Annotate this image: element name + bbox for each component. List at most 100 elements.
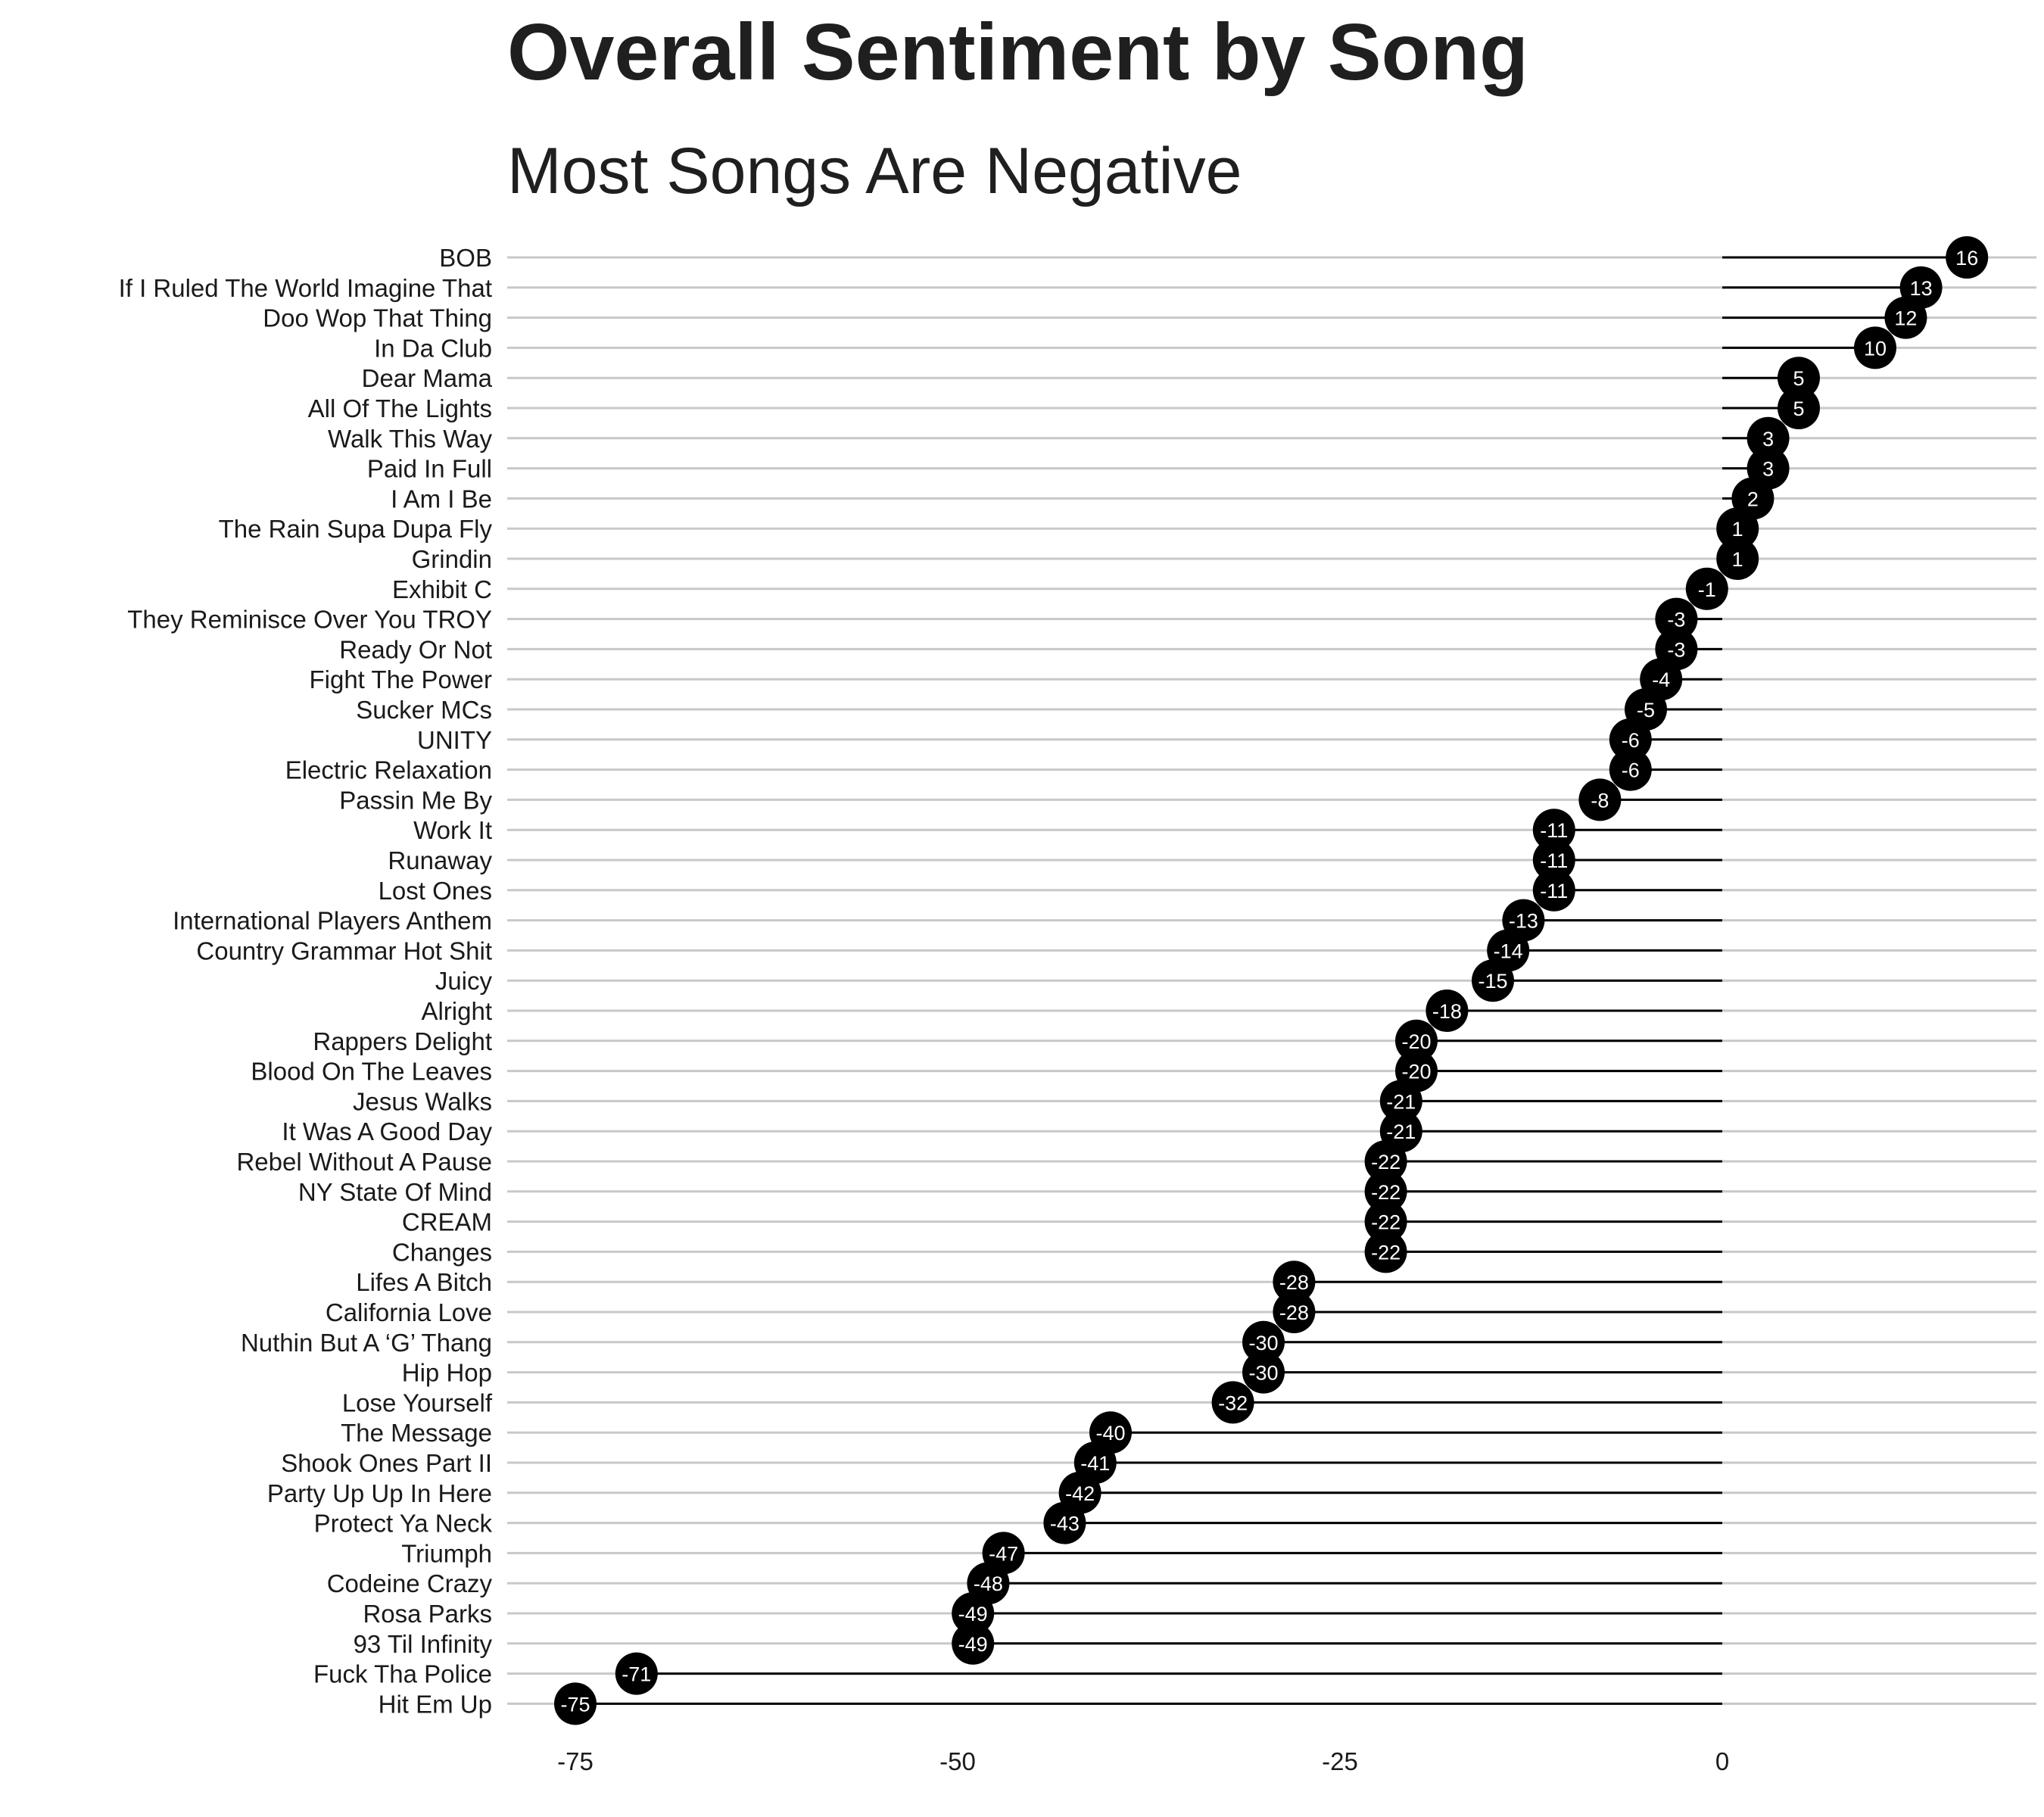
- data-label: -20: [1401, 1030, 1431, 1053]
- data-label: -8: [1591, 789, 1609, 812]
- y-axis-label: BOB: [439, 244, 492, 272]
- y-axis-label: Work It: [413, 816, 492, 844]
- data-label: -49: [958, 1633, 988, 1656]
- data-label: -28: [1279, 1301, 1309, 1324]
- y-axis-label: Electric Relaxation: [285, 756, 492, 784]
- y-axis-label: Rappers Delight: [313, 1027, 492, 1055]
- data-label: -3: [1667, 638, 1685, 661]
- data-label: -43: [1050, 1513, 1080, 1535]
- y-axis-label: Fuck Tha Police: [313, 1660, 492, 1688]
- y-axis-label: Codeine Crazy: [327, 1569, 493, 1597]
- y-axis-label: Doo Wop That Thing: [263, 304, 492, 332]
- data-point: [615, 1652, 658, 1695]
- chart-title: Overall Sentiment by Song: [507, 8, 1528, 97]
- data-label: -22: [1371, 1211, 1401, 1234]
- data-label: -4: [1652, 669, 1670, 691]
- y-axis-label: Alright: [421, 997, 492, 1025]
- data-point: [1778, 357, 1820, 400]
- data-label: 5: [1793, 367, 1804, 390]
- y-axis-label: CREAM: [402, 1208, 492, 1236]
- data-label: -47: [989, 1542, 1018, 1565]
- data-label: 10: [1864, 337, 1887, 360]
- y-axis-label: Rosa Parks: [363, 1600, 492, 1628]
- y-axis-label: Lost Ones: [379, 877, 492, 905]
- y-axis-label: UNITY: [417, 726, 492, 754]
- data-point: [1242, 1351, 1285, 1394]
- y-axis-label: Protect Ya Neck: [314, 1510, 493, 1538]
- data-point: [1946, 236, 1989, 279]
- data-point: [1778, 387, 1820, 429]
- data-label: 1: [1732, 518, 1743, 541]
- y-axis-label: Sucker MCs: [356, 696, 492, 724]
- data-label: 1: [1732, 548, 1743, 571]
- data-point: [554, 1682, 597, 1725]
- data-point: [1364, 1230, 1407, 1273]
- data-label: -3: [1667, 609, 1685, 631]
- data-point: [952, 1622, 995, 1665]
- y-axis-label: Ready Or Not: [339, 635, 492, 663]
- y-axis-label: Jesus Walks: [353, 1087, 492, 1115]
- data-point: [1746, 416, 1790, 460]
- y-axis-label: Paid In Full: [367, 455, 492, 483]
- data-label: -5: [1637, 699, 1655, 722]
- data-label: -11: [1540, 849, 1568, 872]
- data-label: -71: [622, 1663, 651, 1686]
- x-tick-label: -50: [939, 1747, 976, 1775]
- x-tick-label: -25: [1322, 1747, 1358, 1775]
- data-point: [1532, 839, 1575, 881]
- data-label: -11: [1540, 880, 1568, 902]
- data-label: 12: [1894, 307, 1917, 330]
- gridlines: [507, 256, 2036, 1705]
- data-label: -13: [1509, 910, 1538, 933]
- y-axis-label: Dear Mama: [362, 364, 493, 392]
- y-axis-label: Changes: [392, 1238, 492, 1266]
- data-point: [952, 1592, 995, 1635]
- y-axis-label: All Of The Lights: [308, 394, 492, 422]
- y-axis-label: Hip Hop: [402, 1359, 492, 1387]
- data-point: [1685, 567, 1728, 610]
- data-point: [1379, 1080, 1422, 1123]
- data-point: [1884, 296, 1927, 339]
- points: 161312105533211-1-3-3-4-5-6-6-8-11-11-11…: [554, 236, 1989, 1725]
- data-point: [1211, 1381, 1254, 1424]
- y-axis-label: They Reminisce Over You TROY: [127, 606, 492, 634]
- y-axis-label: California Love: [326, 1298, 492, 1326]
- data-point: [1578, 778, 1622, 821]
- data-label: -22: [1371, 1151, 1401, 1173]
- data-label: -32: [1218, 1392, 1248, 1414]
- chart-subtitle: Most Songs Are Negative: [507, 135, 1242, 207]
- data-point: [1426, 990, 1469, 1032]
- data-point: [1364, 1170, 1407, 1213]
- data-label: 16: [1955, 247, 1978, 270]
- data-label: -22: [1371, 1181, 1401, 1204]
- y-axis-label: Country Grammar Hot Shit: [196, 937, 492, 965]
- x-tick-label: -75: [557, 1747, 594, 1775]
- data-label: -14: [1494, 940, 1523, 962]
- data-point: [1716, 507, 1759, 550]
- data-label: 2: [1747, 488, 1759, 510]
- y-axis-label: I Am I Be: [391, 485, 492, 513]
- y-axis-label: Party Up Up In Here: [267, 1479, 492, 1507]
- data-label: -1: [1698, 578, 1716, 601]
- y-axis-label: 93 Til Infinity: [354, 1630, 493, 1658]
- data-label: -11: [1540, 819, 1568, 842]
- data-point: [1395, 1019, 1438, 1062]
- data-point: [1609, 718, 1652, 761]
- data-label: -49: [958, 1603, 988, 1625]
- y-axis-label: The Message: [341, 1419, 492, 1447]
- y-axis-label: Walk This Way: [328, 425, 492, 453]
- data-point: [1609, 748, 1652, 791]
- y-axis-label: Triumph: [401, 1539, 492, 1567]
- data-point: [1532, 809, 1575, 852]
- y-axis-label: The Rain Supa Dupa Fly: [219, 515, 493, 543]
- y-axis-label: Passin Me By: [339, 786, 492, 814]
- data-label: 3: [1762, 458, 1774, 481]
- y-axis-label: Juicy: [435, 967, 493, 995]
- data-label: -6: [1622, 759, 1640, 782]
- data-point: [1716, 538, 1759, 580]
- data-label: 13: [1910, 277, 1933, 300]
- y-axis-label: Lifes A Bitch: [356, 1268, 492, 1296]
- data-label: -6: [1622, 729, 1640, 752]
- data-label: -48: [974, 1572, 1003, 1595]
- data-point: [1043, 1501, 1086, 1544]
